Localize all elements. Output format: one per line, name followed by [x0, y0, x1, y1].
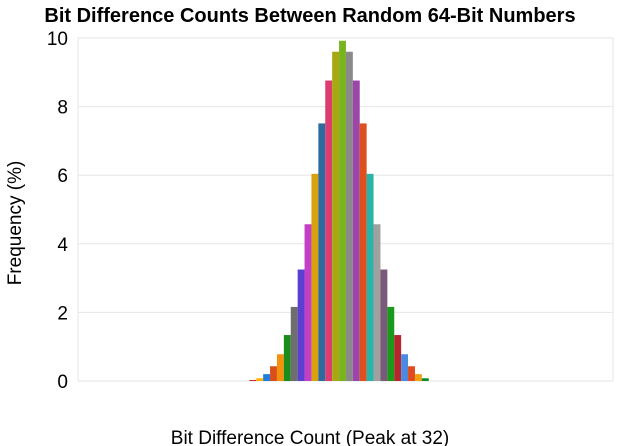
bar-39	[380, 269, 388, 381]
bar-33	[339, 40, 346, 382]
bar-44	[414, 374, 422, 381]
bar-45	[421, 378, 429, 381]
bar-42	[401, 354, 409, 381]
bar-43	[408, 366, 415, 381]
y-axis-ticks: 0 2 4 6 8 10	[47, 29, 69, 393]
bar-27	[297, 269, 305, 381]
bar-26	[290, 306, 298, 381]
bar-24	[276, 354, 284, 381]
bar-29	[311, 173, 319, 381]
bar-31	[325, 80, 333, 381]
bar-30	[318, 123, 326, 381]
bar-22	[263, 374, 271, 381]
y-tick-label: 8	[57, 98, 68, 119]
bar-37	[366, 173, 374, 381]
y-tick-label: 10	[47, 29, 68, 50]
bar-38	[373, 224, 381, 381]
bar-34	[345, 51, 353, 381]
y-tick-label: 2	[57, 303, 68, 324]
y-axis-label: Frequency (%)	[5, 161, 26, 286]
bars	[249, 40, 429, 382]
bar-23	[270, 366, 277, 381]
chart-title: Bit Difference Counts Between Random 64-…	[44, 5, 575, 27]
bar-35	[352, 80, 360, 381]
bar-41	[394, 335, 402, 381]
bar-21	[256, 378, 264, 381]
bar-36	[359, 123, 367, 381]
bar-32	[332, 51, 340, 381]
bar-28	[304, 224, 312, 381]
y-tick-label: 6	[57, 166, 68, 187]
bar-25	[283, 335, 291, 381]
x-axis-label: Bit Difference Count (Peak at 32)	[171, 428, 449, 446]
bar-40	[387, 306, 395, 381]
y-tick-label: 4	[57, 235, 68, 256]
bar-20	[249, 379, 257, 381]
y-tick-label: 0	[57, 372, 68, 393]
